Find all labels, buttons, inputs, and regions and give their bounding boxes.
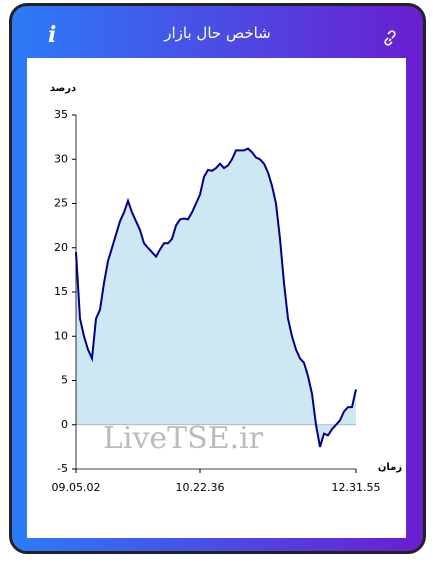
y-tick-label: 35 [54, 108, 68, 121]
x-tick-label: 10.22.36 [176, 481, 225, 494]
card: i شاخص حال بازار [9, 3, 426, 554]
link-button[interactable] [381, 30, 397, 46]
x-axis-label: زمان [378, 462, 402, 473]
y-axis-label: درصد [50, 83, 76, 94]
info-button[interactable]: i [48, 22, 57, 48]
y-tick-label: 25 [54, 197, 68, 210]
y-tick-label: 0 [61, 418, 68, 431]
y-tick-label: 15 [54, 285, 68, 298]
x-tick-label: 09.05.02 [52, 481, 101, 494]
watermark: LiveTSE.ir [103, 421, 264, 456]
y-tick-label: 5 [61, 374, 68, 387]
x-tick-label: 12.31.55 [332, 481, 381, 494]
y-tick-label: 20 [54, 241, 68, 254]
y-tick-label: -5 [57, 462, 68, 475]
header-title: شاخص حال بازار [164, 24, 271, 42]
line [75, 147, 357, 448]
area [76, 148, 356, 447]
y-tick-label: 30 [54, 152, 68, 165]
y-tick-label: 10 [54, 329, 68, 342]
